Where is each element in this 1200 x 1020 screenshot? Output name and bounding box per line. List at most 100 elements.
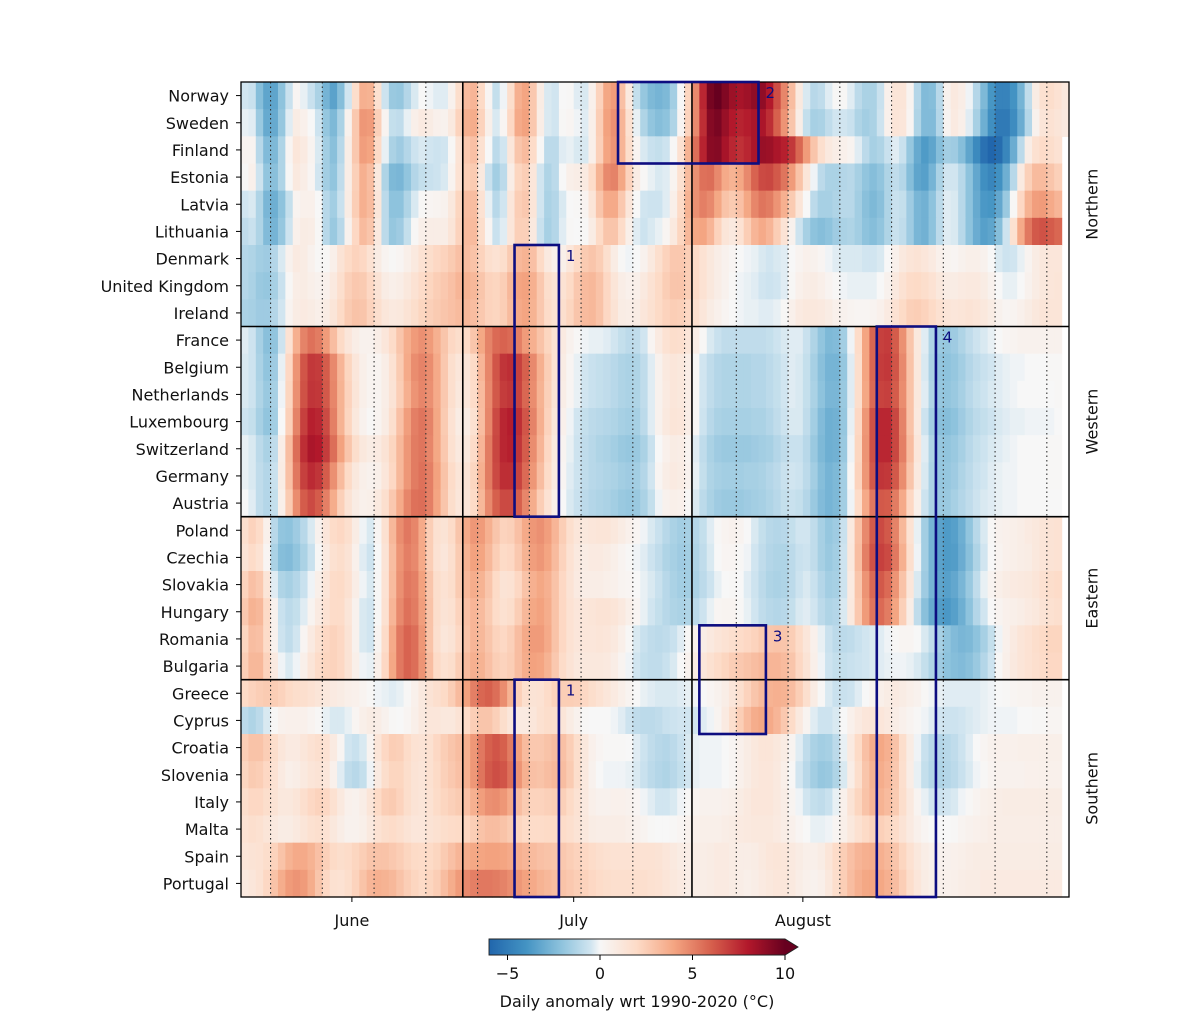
heatmap-cell: [906, 462, 915, 491]
heatmap-cell: [862, 489, 870, 518]
country-label: Norway: [168, 87, 229, 106]
heatmap-cell: [507, 380, 516, 409]
heatmap-cell: [396, 245, 405, 273]
colorbar-gradient: [489, 939, 785, 955]
heatmap-cell: [921, 462, 930, 491]
heatmap-cell: [743, 272, 752, 300]
heatmap-cell: [1039, 679, 1048, 708]
heatmap-cell: [699, 842, 708, 871]
heatmap-cell: [751, 706, 760, 735]
heatmap-cell: [270, 353, 279, 382]
heatmap-cell: [573, 679, 582, 708]
heatmap-cell: [995, 761, 1004, 789]
heatmap-cell: [913, 489, 922, 518]
heatmap-cell: [728, 489, 737, 518]
heatmap-cell: [536, 516, 545, 545]
heatmap-cell: [743, 679, 752, 708]
heatmap-cell: [329, 326, 338, 355]
heatmap-cell: [965, 543, 974, 572]
heatmap-cell: [958, 462, 967, 491]
heatmap-cell: [484, 435, 493, 463]
heatmap-cell: [396, 217, 405, 246]
heatmap-cell: [891, 788, 900, 817]
heatmap-cell: [751, 489, 760, 518]
heatmap-cell: [1032, 82, 1041, 110]
heatmap-cell: [403, 761, 412, 789]
heatmap-cell: [277, 380, 286, 409]
heatmap-cell: [529, 598, 538, 626]
heatmap-cell: [765, 82, 774, 110]
heatmap-cell: [418, 788, 427, 817]
heatmap-cell: [647, 706, 656, 735]
heatmap-cell: [1002, 679, 1011, 708]
heatmap-cell: [699, 679, 708, 708]
heatmap-cell: [950, 652, 959, 681]
heatmap-cell: [721, 625, 730, 654]
heatmap-cell: [773, 706, 782, 735]
heatmap-cell: [536, 245, 545, 273]
heatmap-cell: [374, 462, 383, 491]
heatmap-cell: [780, 652, 789, 681]
heatmap-cell: [802, 380, 811, 409]
heatmap-cell: [913, 109, 922, 137]
heatmap-cell: [440, 571, 449, 599]
heatmap-cell: [277, 706, 286, 735]
heatmap-cell: [588, 299, 597, 328]
heatmap-cell: [972, 435, 981, 463]
heatmap-cell: [529, 516, 538, 545]
heatmap-cell: [632, 788, 641, 817]
heatmap-cell: [529, 489, 538, 518]
heatmap-cell: [263, 679, 272, 708]
heatmap-cell: [329, 163, 338, 192]
heatmap-cell: [521, 842, 530, 871]
heatmap-cell: [987, 625, 996, 654]
heatmap-cell: [625, 163, 634, 192]
heatmap-cell: [499, 299, 508, 328]
heatmap-cell: [263, 815, 272, 844]
heatmap-cell: [677, 842, 686, 871]
heatmap-cell: [566, 245, 575, 273]
heatmap-cell: [1017, 516, 1026, 545]
heatmap-cell: [374, 706, 383, 735]
heatmap-cell: [655, 489, 663, 518]
heatmap-cell: [558, 842, 567, 871]
heatmap-cell: [1054, 109, 1063, 137]
heatmap-cell: [558, 543, 567, 572]
heatmap-cell: [706, 734, 715, 762]
heatmap-cell: [891, 516, 900, 545]
heatmap-cell: [314, 706, 323, 735]
heatmap-cell: [862, 571, 870, 599]
heatmap-cell: [507, 543, 516, 572]
heatmap-cell: [462, 353, 471, 382]
heatmap-cell: [884, 217, 893, 246]
heatmap-cell: [684, 109, 693, 137]
heatmap-cell: [913, 842, 922, 871]
heatmap-cell: [802, 734, 811, 762]
heatmap-cell: [603, 761, 612, 789]
heatmap-cell: [765, 326, 774, 355]
heatmap-cell: [255, 842, 264, 871]
heatmap-cell: [448, 217, 456, 246]
heatmap-cell: [632, 136, 641, 165]
heatmap-cell: [810, 571, 819, 599]
heatmap-cell: [1039, 842, 1048, 871]
heatmap-cell: [544, 435, 553, 463]
heatmap-cell: [832, 299, 841, 328]
heatmap-cell: [995, 408, 1004, 436]
heatmap-cell: [366, 652, 375, 681]
heatmap-cell: [1046, 706, 1055, 735]
heatmap-cell: [995, 706, 1004, 735]
heatmap-cell: [300, 272, 309, 300]
heatmap-cell: [314, 571, 323, 599]
heatmap-cell: [758, 82, 767, 110]
heatmap-cell: [529, 571, 538, 599]
heatmap-cell: [359, 598, 368, 626]
heatmap-cell: [484, 272, 493, 300]
heatmap-cell: [314, 109, 323, 137]
heatmap-cell: [943, 82, 952, 110]
heatmap-cell: [366, 706, 375, 735]
heatmap-cell: [1054, 598, 1063, 626]
country-label: Germany: [155, 467, 229, 486]
heatmap-cell: [825, 109, 834, 137]
heatmap-cell: [691, 109, 700, 137]
